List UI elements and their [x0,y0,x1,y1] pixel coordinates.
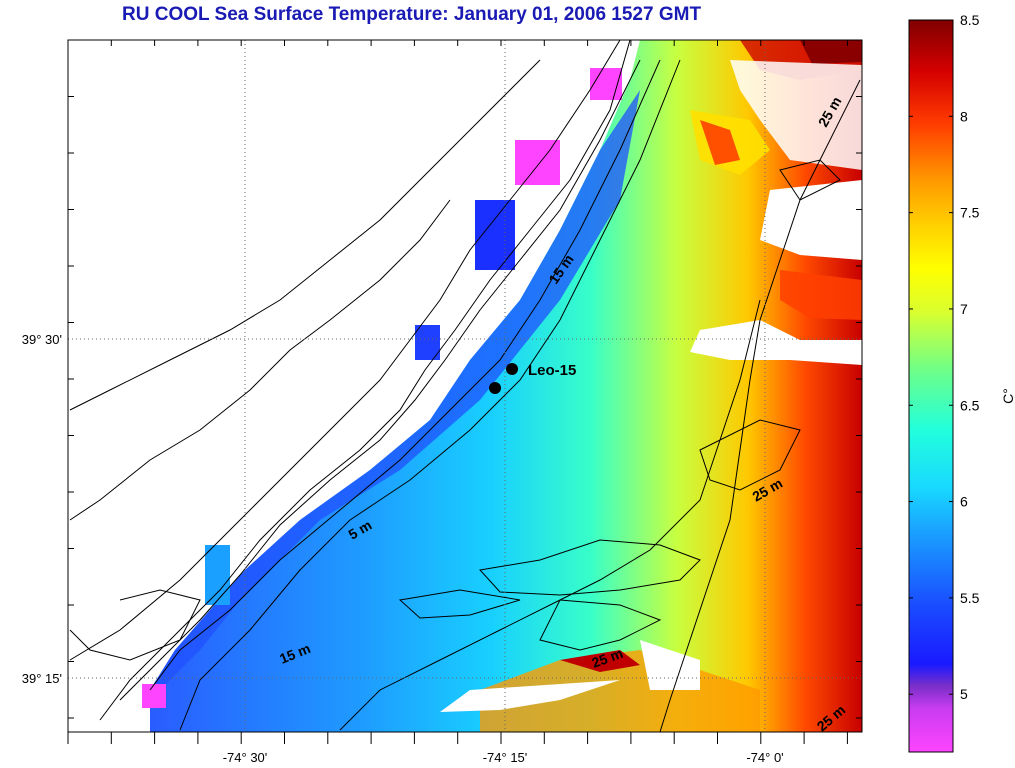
leo-15-station: Leo-15 [489,362,576,394]
colorbar-gradient [908,19,954,753]
x-tick-label: -74° 0' [746,750,783,765]
station-marker-south [489,382,501,394]
sst-field [142,40,862,732]
colorbar-tick-label: 6 [960,494,968,510]
colorbar-ticks: 8.5 8 7.5 7 6.5 6 5.5 5 [909,12,980,702]
map-title: RU COOL Sea Surface Temperature: January… [122,4,702,25]
station-label: Leo-15 [528,362,576,379]
y-tick-label: 39° 30' [22,332,62,347]
colorbar-tick-label: 6.5 [960,397,980,413]
axis-ticks [67,39,862,744]
colorbar: 8.5 8 7.5 7 6.5 6 5.5 5 C° [908,12,1015,753]
graticule [68,40,862,732]
x-tick-label: -74° 30' [223,750,268,765]
bathymetry-contours [149,59,861,732]
axis-labels: -74° 30' -74° 15' -74° 0' 39° 30' 39° 15… [22,332,784,765]
colorbar-tick-label: 7 [960,301,968,317]
colorbar-unit-label: C° [1000,388,1015,404]
colorbar-tick-label: 5.5 [960,590,980,606]
coastline [69,40,641,721]
y-tick-label: 39° 15' [22,671,62,686]
colorbar-tick-label: 8 [960,108,968,124]
colorbar-tick-label: 8.5 [960,12,980,28]
station-marker-north [506,363,518,375]
colorbar-tick-label: 7.5 [960,205,980,221]
x-tick-label: -74° 15' [483,750,528,765]
colorbar-tick-label: 5 [960,686,968,702]
